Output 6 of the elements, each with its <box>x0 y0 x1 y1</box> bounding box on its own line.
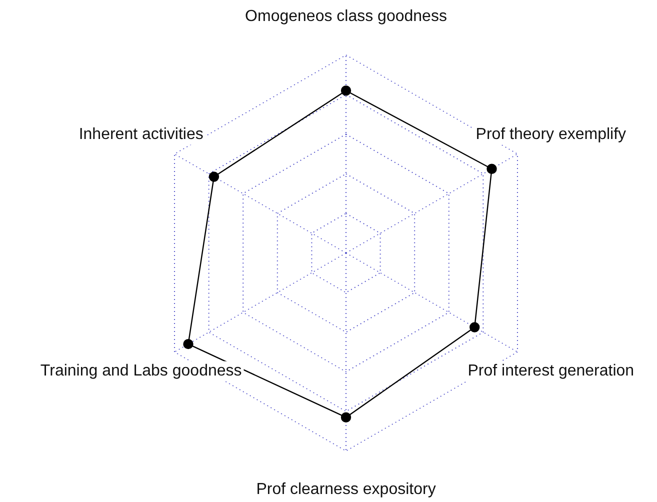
spoke-label: Omogeneos class goodness <box>245 8 447 25</box>
spoke-label: Prof interest generation <box>468 362 634 380</box>
spoke-label: Prof theory exemplify <box>476 126 626 144</box>
spoke-label: Inherent activities <box>78 126 204 144</box>
spoke-label: Training and Labs goodness <box>40 362 242 380</box>
spoke-label: Prof clearness expository <box>256 481 436 498</box>
